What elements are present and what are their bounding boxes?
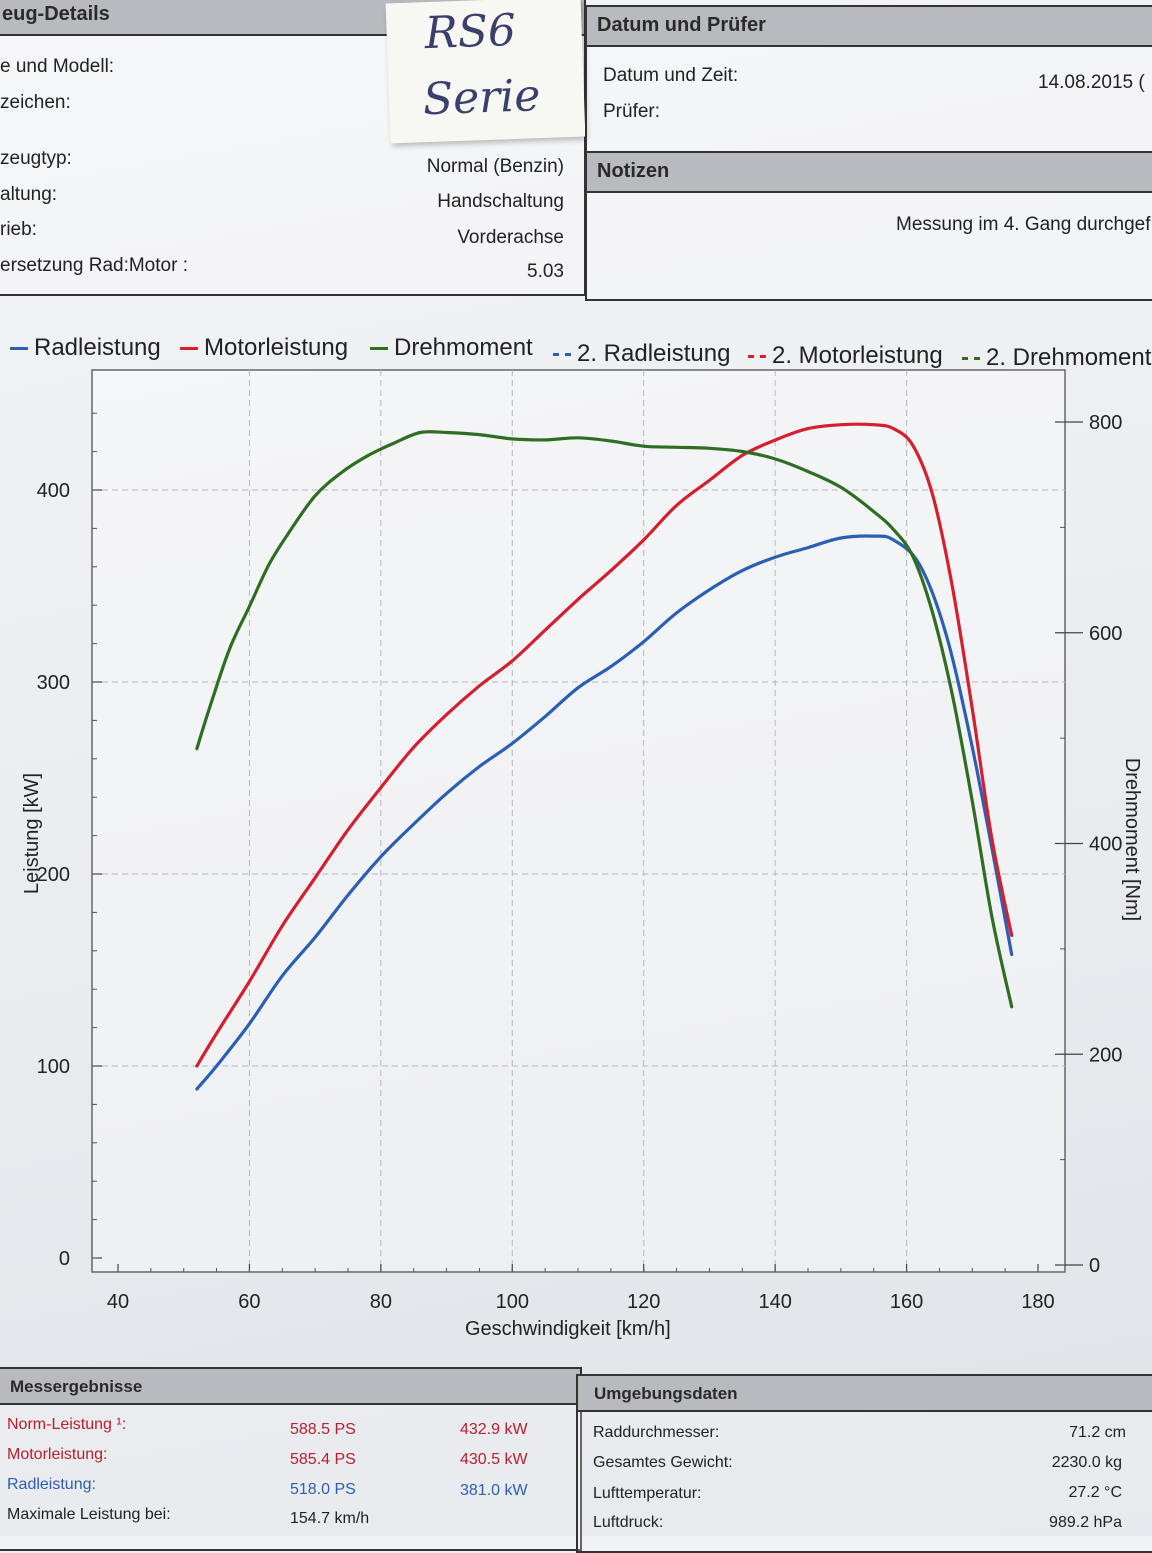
legend-swatch [10,347,28,351]
messergebnisse-panel: Messergebnisse [0,1367,582,1551]
legend-label: Motorleistung [204,334,349,361]
legend-swatch [370,347,388,351]
datum-pruefer-panel: Datum und Prüfer [585,5,1152,157]
vehicle-row-value: Normal (Benzin) [426,156,564,177]
result-ps: 154.7 km/h [290,1510,370,1527]
result-kw: 432.9 kW [460,1421,528,1438]
datum-pruefer-title: Datum und Prüfer [597,14,766,36]
y-axis-title: Leistung [kW] [21,772,44,895]
legend-motorleistung: Motorleistung [180,334,348,362]
vehicle-row-value: Vorderachse [457,227,564,248]
result-label: Maximale Leistung bei: [7,1506,171,1523]
legend-label: 2. Motorleistung [772,342,943,369]
vehicle-details-title: eug-Details [2,3,110,25]
legend-swatch [748,355,766,359]
legend-label: Drehmoment [394,334,533,361]
vehicle-row-value: 5.03 [527,261,564,282]
legend-label: 2. Radleistung [577,340,731,367]
legend-swatch [180,347,198,351]
env-value: 989.2 hPa [1049,1514,1122,1531]
notizen-text: Messung im 4. Gang durchgef [896,214,1151,235]
umgebung-title: Umgebungsdaten [594,1384,738,1403]
result-label: Radleistung: [7,1476,96,1493]
notizen-panel: Notizen [585,151,1152,301]
env-label: Raddurchmesser: [593,1424,720,1441]
legend-2-radleistung: 2. Radleistung [553,340,730,368]
legend-drehmoment: Drehmoment [370,334,533,362]
datum-pruefer-header: Datum und Prüfer [587,7,1152,47]
messergebnisse-header: Messergebnisse [0,1369,580,1405]
vehicle-row-label: zeugtyp: [0,148,72,169]
result-ps: 588.5 PS [290,1421,356,1438]
sticky-note: RS6 Serie [385,0,586,144]
env-label: Gesamtes Gewicht: [593,1454,733,1471]
env-value: 71.2 cm [1069,1424,1126,1441]
env-label: Lufttemperatur: [593,1485,702,1502]
datetime-value: 14.08.2015 ( [1038,72,1145,93]
notizen-header: Notizen [587,153,1152,193]
env-value: 2230.0 kg [1051,1454,1122,1471]
legend-radleistung: Radleistung [10,334,161,362]
legend-2-motorleistung: 2. Motorleistung [748,342,943,370]
vehicle-row-value: Handschaltung [437,191,564,212]
legend-2-drehmoment: 2. Drehmoment [962,344,1151,372]
vehicle-row-label: zeichen: [0,92,71,113]
legend-label: Radleistung [34,334,161,361]
umgebung-panel: Umgebungsdaten [576,1374,1152,1553]
pruefer-label: Prüfer: [603,101,661,122]
vehicle-row-label: e und Modell: [0,56,115,77]
result-kw: 381.0 kW [460,1482,528,1499]
vehicle-row-label: rieb: [0,219,37,240]
result-ps: 518.0 PS [290,1481,356,1498]
vehicle-row-label: ersetzung Rad:Motor : [0,255,188,276]
result-label: Motorleistung: [7,1446,108,1463]
vehicle-row-label: altung: [0,184,58,205]
y2-axis-title: Drehmoment [Nm] [1121,757,1144,922]
x-axis-title: Geschwindigkeit [km/h] [465,1318,671,1340]
legend-label: 2. Drehmoment [986,344,1152,371]
result-kw: 430.5 kW [460,1451,528,1468]
legend-swatch [553,353,571,357]
legend-swatch [962,357,980,361]
datetime-label: Datum und Zeit: [603,65,739,86]
result-label: Norm-Leistung ¹: [7,1416,127,1433]
sticky-note-line2: Serie [422,70,542,126]
notizen-title: Notizen [597,160,670,182]
env-label: Luftdruck: [593,1514,664,1531]
result-ps: 585.4 PS [290,1451,356,1468]
messergebnisse-title: Messergebnisse [10,1377,143,1396]
sticky-note-line1: RS6 [423,4,517,60]
env-value: 27.2 °C [1068,1484,1122,1501]
umgebung-header: Umgebungsdaten [578,1376,1152,1412]
